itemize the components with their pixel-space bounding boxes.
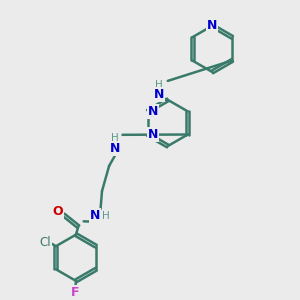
Text: N: N bbox=[148, 128, 158, 141]
Text: Cl: Cl bbox=[39, 236, 51, 249]
Text: N: N bbox=[110, 142, 121, 154]
Text: H: H bbox=[155, 80, 163, 90]
Text: O: O bbox=[52, 205, 63, 218]
Text: F: F bbox=[71, 286, 80, 299]
Text: N: N bbox=[89, 209, 100, 222]
Text: N: N bbox=[148, 105, 158, 118]
Text: N: N bbox=[207, 19, 217, 32]
Text: H: H bbox=[102, 211, 110, 221]
Text: N: N bbox=[154, 88, 164, 101]
Text: H: H bbox=[112, 134, 119, 143]
